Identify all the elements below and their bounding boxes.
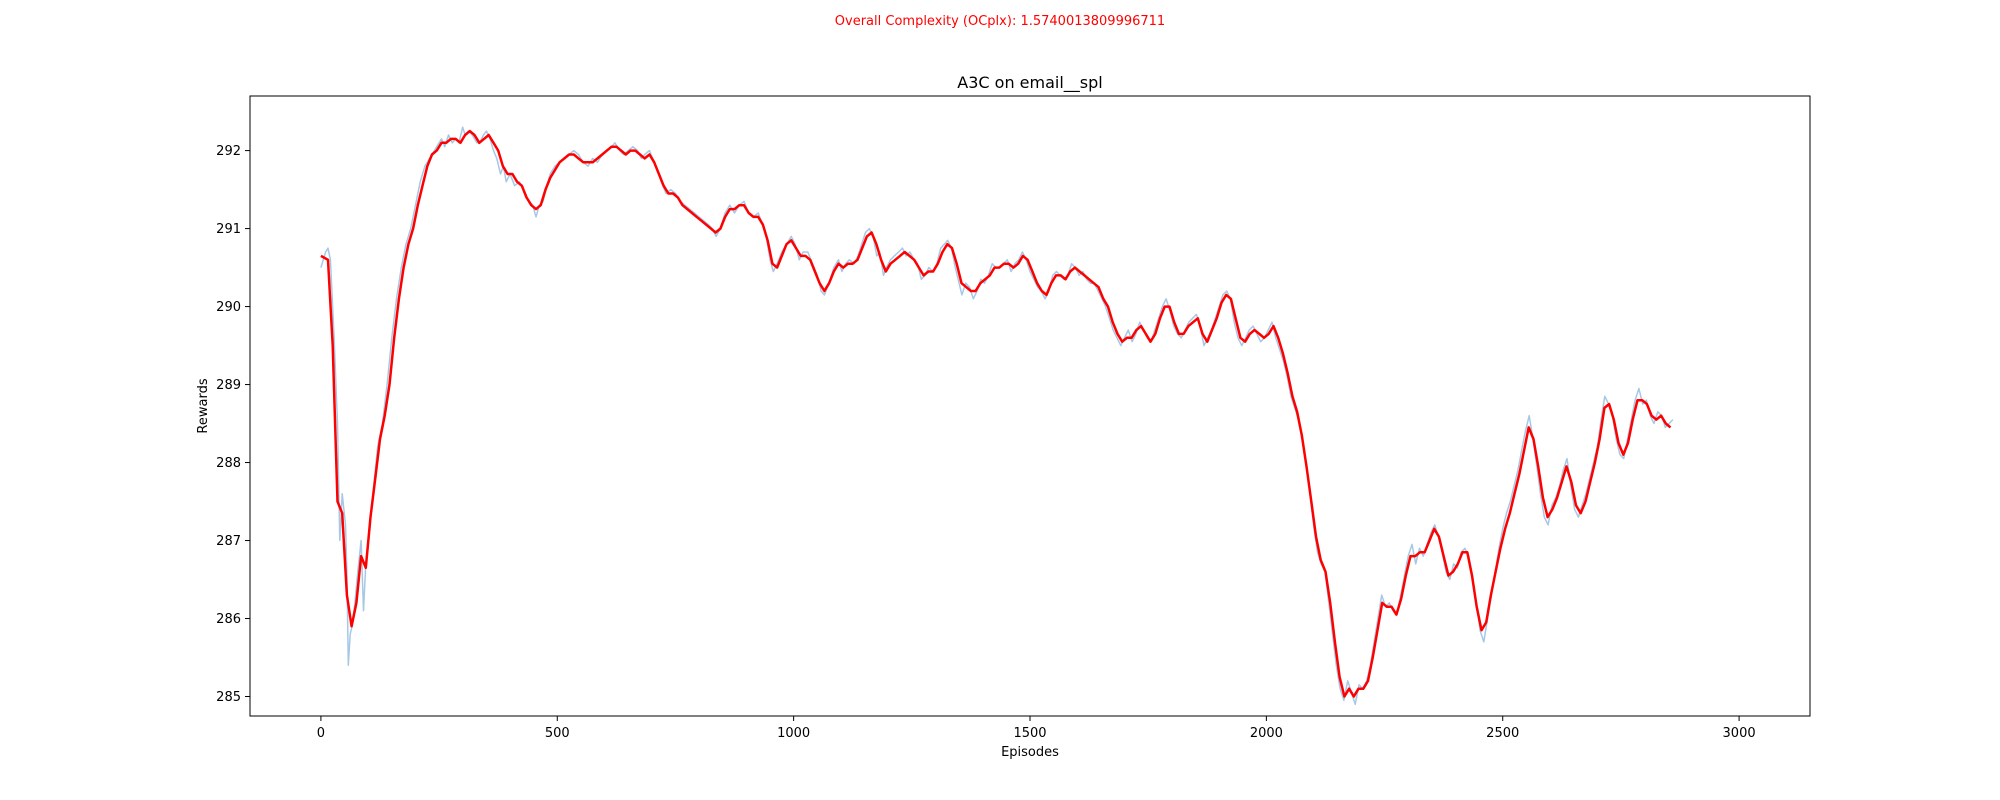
y-tick-label: 287 [216,534,241,549]
x-tick-label: 0 [317,726,325,741]
x-tick-label: 2000 [1250,726,1283,741]
figure-suptitle: Overall Complexity (OCplx): 1.5740013809… [834,14,1166,29]
x-tick-label: 500 [545,726,570,741]
y-tick-label: 288 [216,456,241,471]
x-tick-label: 3000 [1723,726,1756,741]
y-tick-label: 290 [216,300,241,315]
smoothed-rewards-line [320,129,1672,698]
x-axis-label: Episodes [1001,745,1059,760]
x-tick-label: 1000 [777,726,810,741]
x-axis-ticks: 0 500 1000 1500 2000 2500 3000 [317,716,1756,741]
y-axis-label: Rewards [196,378,211,433]
y-tick-label: 291 [216,222,241,237]
y-tick-label: 292 [216,144,241,159]
y-axis-ticks: 285 286 287 288 289 290 291 292 [216,144,250,705]
series-layer [320,126,1674,706]
x-tick-label: 2500 [1486,726,1519,741]
y-tick-label: 285 [216,690,241,705]
chart-title: A3C on email__spl [957,73,1102,93]
y-tick-label: 286 [216,612,241,627]
y-tick-label: 289 [216,378,241,393]
x-tick-label: 1500 [1013,726,1046,741]
plot-area [249,95,1811,717]
